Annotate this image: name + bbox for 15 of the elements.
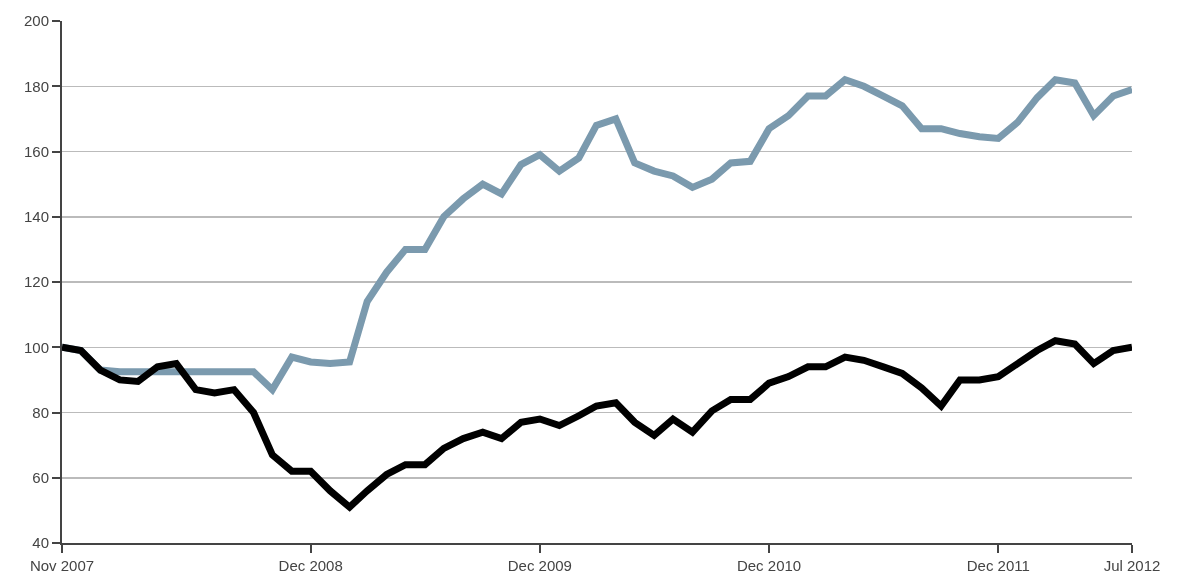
x-tick-label: Dec 2010 — [736, 557, 802, 574]
x-tick-label: Dec 2009 — [507, 557, 572, 574]
x-tick-label: Nov 2007 — [29, 557, 95, 574]
x-tick-label: Dec 2008 — [278, 557, 343, 574]
y-tick-label: 120 — [23, 273, 49, 291]
x-tick-label: Dec 2011 — [966, 557, 1030, 574]
y-tick-label: 60 — [32, 469, 49, 486]
y-tick-label: 140 — [23, 208, 49, 225]
y-tick-label: 200 — [23, 12, 49, 30]
y-tick-label: 40 — [32, 534, 49, 552]
y-tick-label: 180 — [23, 77, 49, 95]
y-tick-label: 160 — [23, 142, 49, 160]
y-tick-label: 100 — [23, 338, 49, 356]
y-tick-label: 80 — [32, 403, 49, 421]
x-tick-label: Jul 2012 — [1103, 557, 1161, 574]
